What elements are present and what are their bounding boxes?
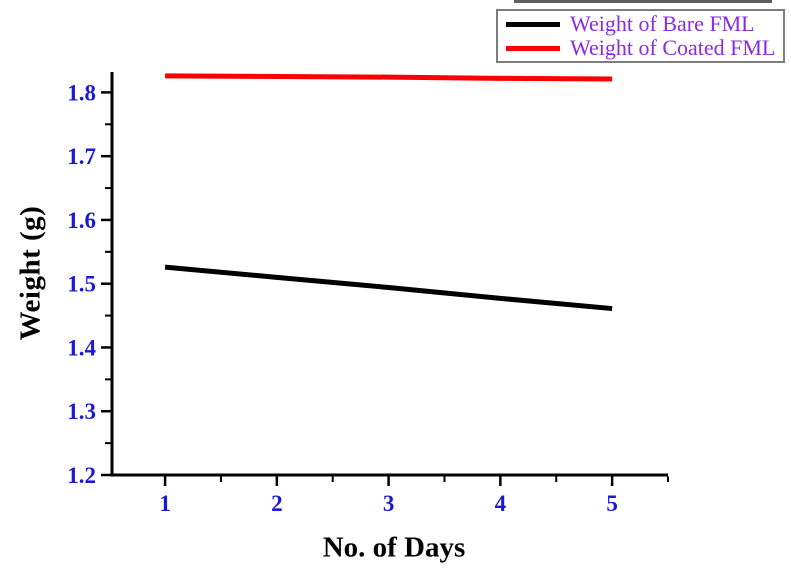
legend-line-swatch-red <box>506 45 560 51</box>
legend-item-coated-fml: Weight of Coated FML <box>503 36 778 60</box>
legend: Weight of Bare FML Weight of Coated FML <box>496 9 785 63</box>
x-tick-label: 2 <box>271 491 283 516</box>
y-tick-label: 1.7 <box>67 144 96 169</box>
y-axis-title: Weight (g) <box>14 205 47 341</box>
y-tick-label: 1.2 <box>67 463 96 488</box>
x-tick-label: 4 <box>495 491 507 516</box>
legend-line-swatch-black <box>506 21 560 27</box>
x-axis-title: No. of Days <box>322 531 466 564</box>
series-line-0 <box>164 264 613 312</box>
y-tick-label: 1.6 <box>67 208 96 233</box>
x-tick-label: 3 <box>383 491 395 516</box>
legend-label-bare-fml: Weight of Bare FML <box>570 11 755 36</box>
x-tick-label: 5 <box>606 491 618 516</box>
y-tick-label: 1.8 <box>67 80 96 105</box>
y-tick-label: 1.5 <box>67 272 96 297</box>
y-tick-label: 1.3 <box>67 399 96 424</box>
legend-item-bare-fml: Weight of Bare FML <box>503 12 778 36</box>
y-tick-label: 1.4 <box>67 335 96 360</box>
x-tick-label: 1 <box>159 491 171 516</box>
clipped-top-artifact <box>514 0 772 3</box>
legend-label-coated-fml: Weight of Coated FML <box>570 35 776 60</box>
series-line-1 <box>165 73 613 82</box>
